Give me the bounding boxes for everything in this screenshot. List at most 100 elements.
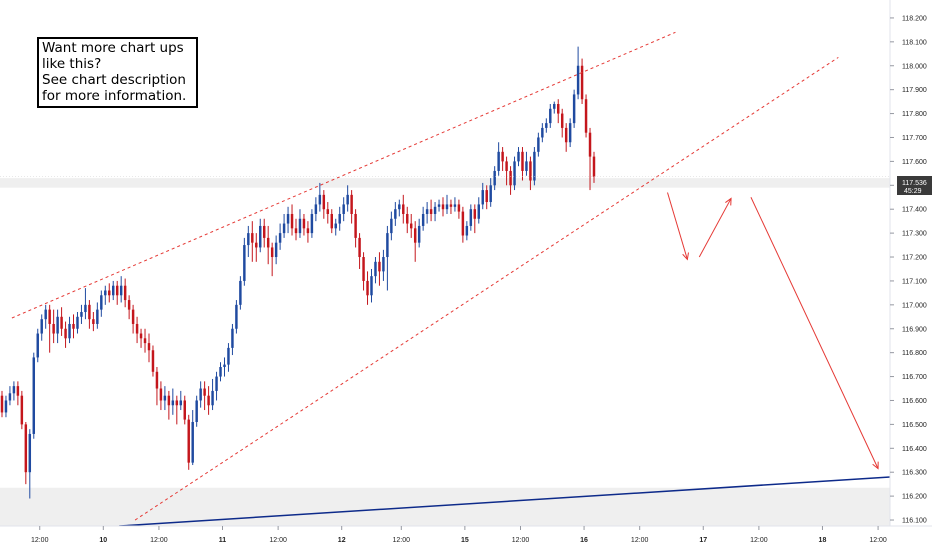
candle-body bbox=[572, 94, 576, 124]
candle bbox=[374, 257, 377, 284]
channel-lower-line[interactable] bbox=[134, 56, 839, 521]
countdown-text: 45:29 bbox=[904, 188, 922, 195]
candle-body bbox=[525, 161, 528, 171]
candle-body bbox=[346, 194, 349, 205]
candle-body bbox=[521, 151, 524, 171]
candle-body bbox=[493, 170, 496, 186]
candle bbox=[521, 147, 524, 181]
y-tick-label: 117.100 bbox=[902, 278, 927, 285]
y-tick-label: 116.400 bbox=[902, 446, 927, 453]
candle bbox=[457, 199, 461, 219]
candle-body bbox=[326, 209, 330, 214]
projection-arrowhead-3 bbox=[872, 461, 879, 470]
y-tick-label: 116.100 bbox=[902, 518, 927, 525]
y-tick-label: 117.200 bbox=[902, 255, 927, 262]
candle bbox=[485, 185, 488, 210]
price-axis[interactable]: 118.200 118.100 118.000 117.900 117.800 117.7… bbox=[889, 0, 932, 526]
candle bbox=[394, 202, 397, 226]
candle bbox=[84, 288, 87, 320]
candle bbox=[243, 237, 246, 286]
candle-body bbox=[425, 209, 429, 214]
candle-body bbox=[406, 213, 409, 224]
candle-body bbox=[64, 328, 67, 339]
candle-body bbox=[541, 127, 544, 138]
candle-body bbox=[477, 204, 481, 219]
candle bbox=[127, 295, 131, 320]
y-tick-label: 117.600 bbox=[902, 159, 927, 166]
candle-body bbox=[239, 280, 242, 305]
candle-body bbox=[4, 400, 8, 413]
candle bbox=[517, 147, 520, 167]
candle-body bbox=[195, 400, 198, 422]
candle bbox=[584, 94, 588, 138]
candle-body bbox=[203, 388, 206, 396]
y-tick-label: 117.000 bbox=[902, 302, 927, 309]
candle bbox=[270, 242, 274, 277]
candle bbox=[294, 218, 298, 241]
candle bbox=[143, 328, 147, 353]
candle-body bbox=[32, 357, 36, 434]
projection-arrowhead-1 bbox=[682, 252, 689, 261]
candle-body bbox=[537, 137, 540, 152]
candle bbox=[32, 352, 36, 439]
candle bbox=[92, 312, 95, 332]
candle bbox=[135, 316, 139, 344]
candle bbox=[326, 202, 330, 224]
candle-body bbox=[223, 364, 226, 368]
candle bbox=[28, 429, 32, 499]
candle-body bbox=[497, 151, 500, 171]
candle bbox=[247, 225, 250, 258]
candle bbox=[533, 147, 536, 186]
candle bbox=[314, 197, 318, 222]
note-line-2: like this? bbox=[42, 56, 102, 72]
candle-body bbox=[247, 233, 250, 246]
candle-body bbox=[469, 209, 473, 226]
candle bbox=[370, 268, 373, 303]
candle-body bbox=[588, 132, 592, 157]
candle bbox=[298, 209, 302, 238]
candle bbox=[179, 390, 183, 411]
x-tick-label: 10 bbox=[99, 537, 107, 544]
candle bbox=[88, 300, 91, 329]
channel-upper-line[interactable] bbox=[11, 31, 676, 319]
candle bbox=[207, 386, 210, 415]
candle bbox=[219, 362, 222, 382]
candle-body bbox=[40, 319, 43, 334]
projection-path-2[interactable] bbox=[698, 198, 732, 258]
candle bbox=[175, 395, 179, 425]
candle-body bbox=[211, 390, 214, 406]
candle bbox=[525, 151, 528, 176]
candle-body bbox=[461, 211, 465, 236]
candle bbox=[20, 390, 24, 430]
candle-body bbox=[489, 185, 492, 203]
candle bbox=[203, 381, 206, 411]
candle bbox=[8, 386, 12, 406]
candle bbox=[310, 209, 314, 238]
candle bbox=[406, 206, 409, 234]
projection-path-3[interactable] bbox=[750, 197, 879, 469]
candle bbox=[96, 302, 99, 329]
candle bbox=[231, 323, 234, 356]
candle-body bbox=[290, 213, 294, 229]
candle-body bbox=[68, 323, 71, 339]
candle-body bbox=[576, 65, 580, 95]
candle-body bbox=[386, 233, 389, 258]
candle bbox=[433, 202, 437, 222]
candle bbox=[108, 283, 111, 303]
candle-body bbox=[501, 151, 504, 162]
x-tick-label: 15 bbox=[461, 537, 469, 544]
candle bbox=[195, 395, 198, 427]
y-tick-label: 116.200 bbox=[902, 494, 927, 501]
y-tick-label: 116.900 bbox=[902, 326, 927, 333]
candle-body bbox=[0, 395, 4, 413]
candle bbox=[386, 225, 389, 291]
candle bbox=[155, 367, 159, 406]
candle-body bbox=[179, 400, 183, 406]
time-axis[interactable]: 12:00 10 12:00 11 12:00 12 12:00 15 12:00 16 12:00… bbox=[0, 525, 932, 550]
candle-body bbox=[382, 257, 385, 272]
candle bbox=[402, 194, 405, 224]
candle bbox=[223, 357, 226, 377]
support-trendline[interactable] bbox=[119, 476, 891, 527]
candle-body bbox=[215, 376, 218, 391]
projection-path-1[interactable] bbox=[667, 192, 688, 260]
